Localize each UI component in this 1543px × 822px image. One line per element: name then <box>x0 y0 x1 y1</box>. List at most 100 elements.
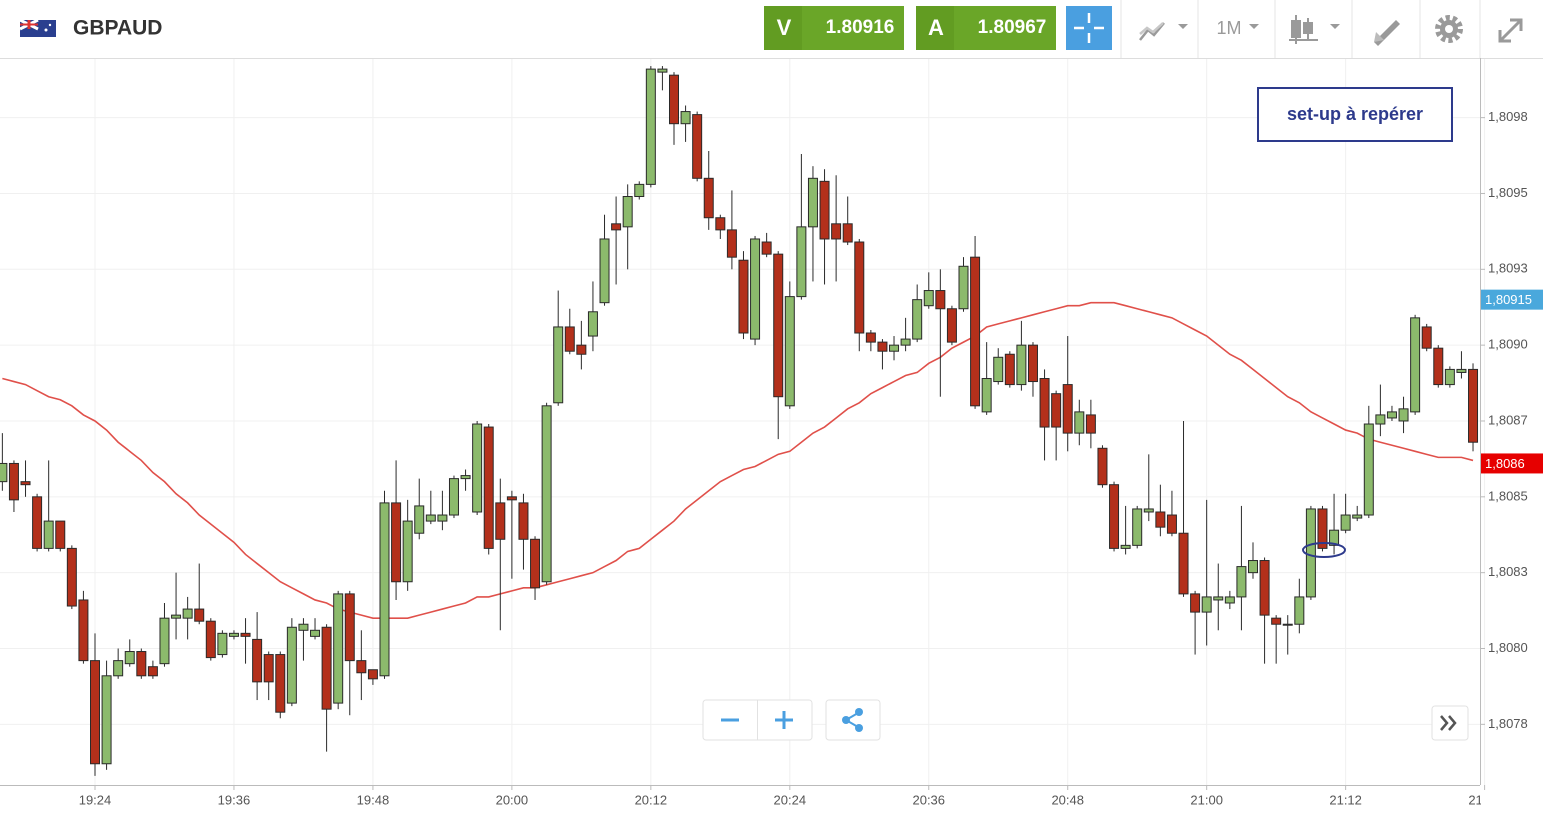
candle-body <box>1143 508 1154 513</box>
candle-body <box>1398 408 1409 422</box>
drawing-button[interactable] <box>1374 20 1400 46</box>
candle-body <box>437 514 448 522</box>
candle-body <box>1213 596 1224 601</box>
x-tick-label: 19:24 <box>79 792 112 807</box>
candle-body <box>1004 353 1015 386</box>
zoom-in-button[interactable] <box>775 711 793 729</box>
candle-body <box>124 651 135 665</box>
candle-body <box>1294 596 1305 625</box>
candle-body <box>1085 414 1096 434</box>
candle-body <box>1386 411 1397 419</box>
candle-body <box>1433 347 1444 386</box>
candle-body <box>784 296 795 407</box>
sell-label-bg <box>764 6 802 50</box>
candle-body <box>1410 317 1421 413</box>
candle-body <box>807 177 818 228</box>
candle-body <box>1340 514 1351 531</box>
x-tick-label: 21:24 <box>1468 792 1501 807</box>
candle-body <box>8 462 19 501</box>
y-tick-label: 1,8080 <box>1488 640 1528 655</box>
buy-price: 1.80967 <box>978 17 1047 38</box>
candle-body <box>1248 560 1258 574</box>
candle-body <box>541 405 552 583</box>
share-button[interactable] <box>825 699 881 741</box>
candle-body <box>171 614 182 619</box>
candle-body <box>564 326 575 352</box>
candle-body <box>1201 596 1212 613</box>
candle-body <box>402 520 413 583</box>
candle-body <box>1190 593 1201 613</box>
candle-body <box>657 68 668 73</box>
candle-body <box>877 341 888 352</box>
plot <box>0 66 1479 776</box>
settings-button[interactable] <box>1435 15 1463 43</box>
candle-body <box>1236 566 1247 598</box>
chart-type-button[interactable] <box>1139 22 1188 41</box>
candle-body <box>32 496 43 549</box>
candle-body <box>1317 508 1328 549</box>
crosshair-button[interactable] <box>1066 6 1112 50</box>
timeframe[interactable]: 1M <box>1216 18 1241 38</box>
candle-body <box>669 74 679 125</box>
candle-body <box>634 183 645 198</box>
candle-body <box>1363 423 1374 516</box>
candle-body <box>78 599 89 662</box>
candle-body <box>889 344 900 352</box>
candle-body <box>1016 344 1027 386</box>
x-tick-label: 21:12 <box>1329 792 1362 807</box>
candle-body <box>1178 532 1189 595</box>
candle-body <box>1468 368 1479 443</box>
candle-body <box>703 177 714 219</box>
x-tick-label: 19:36 <box>218 792 251 807</box>
x-tick-label: 20:12 <box>635 792 668 807</box>
candle-body <box>66 547 77 607</box>
y-tick-label: 1,8093 <box>1488 261 1528 276</box>
candle-body <box>981 378 992 413</box>
candle-body <box>1155 511 1166 528</box>
fullscreen-button[interactable] <box>1498 18 1523 43</box>
candle-body <box>518 502 529 540</box>
candle-body <box>182 608 193 619</box>
candle-body <box>448 478 459 516</box>
candle-body <box>136 651 147 677</box>
annotation: set-up à repérer <box>1287 104 1423 124</box>
candle-body <box>865 332 876 343</box>
candle-body <box>900 338 911 346</box>
candle-body <box>367 669 378 680</box>
candle-body <box>101 675 112 765</box>
candle-body <box>90 660 100 765</box>
candle-body <box>1097 447 1108 486</box>
candle-body <box>946 308 957 343</box>
candle-body <box>379 502 390 677</box>
timeframe-caret <box>1249 24 1259 29</box>
candle-body <box>194 608 205 622</box>
toolbar-separators <box>1120 0 1481 58</box>
candle-body <box>483 426 494 549</box>
candle-body <box>356 660 367 674</box>
y-tick-label: 1,8098 <box>1488 109 1528 124</box>
moving-average <box>2 301 1474 619</box>
candle-body <box>553 326 564 404</box>
candle-body <box>842 223 853 243</box>
candle-body <box>831 223 842 240</box>
candle-type-button[interactable] <box>1289 15 1340 44</box>
candle-body <box>958 265 969 310</box>
candle-body <box>1074 411 1085 434</box>
candle-body <box>773 253 784 398</box>
candle-body <box>1305 508 1316 598</box>
flag <box>19 18 56 37</box>
scroll-right-button[interactable] <box>1431 705 1469 741</box>
y-tick-label: 1,8087 <box>1488 412 1528 427</box>
candle-body <box>1271 617 1282 625</box>
candle-body <box>726 229 737 258</box>
candle-body <box>970 256 981 407</box>
x-tick-label: 19:48 <box>357 792 390 807</box>
ma-tag-bg <box>1481 453 1543 474</box>
candle-body <box>344 593 355 662</box>
candle-body <box>1109 484 1120 549</box>
x-tick-label: 21:00 <box>1190 792 1223 807</box>
candle-body <box>1027 344 1038 383</box>
candle-body <box>425 514 436 522</box>
y-tick-label: 1,8078 <box>1488 716 1528 731</box>
candle-body <box>275 654 286 713</box>
